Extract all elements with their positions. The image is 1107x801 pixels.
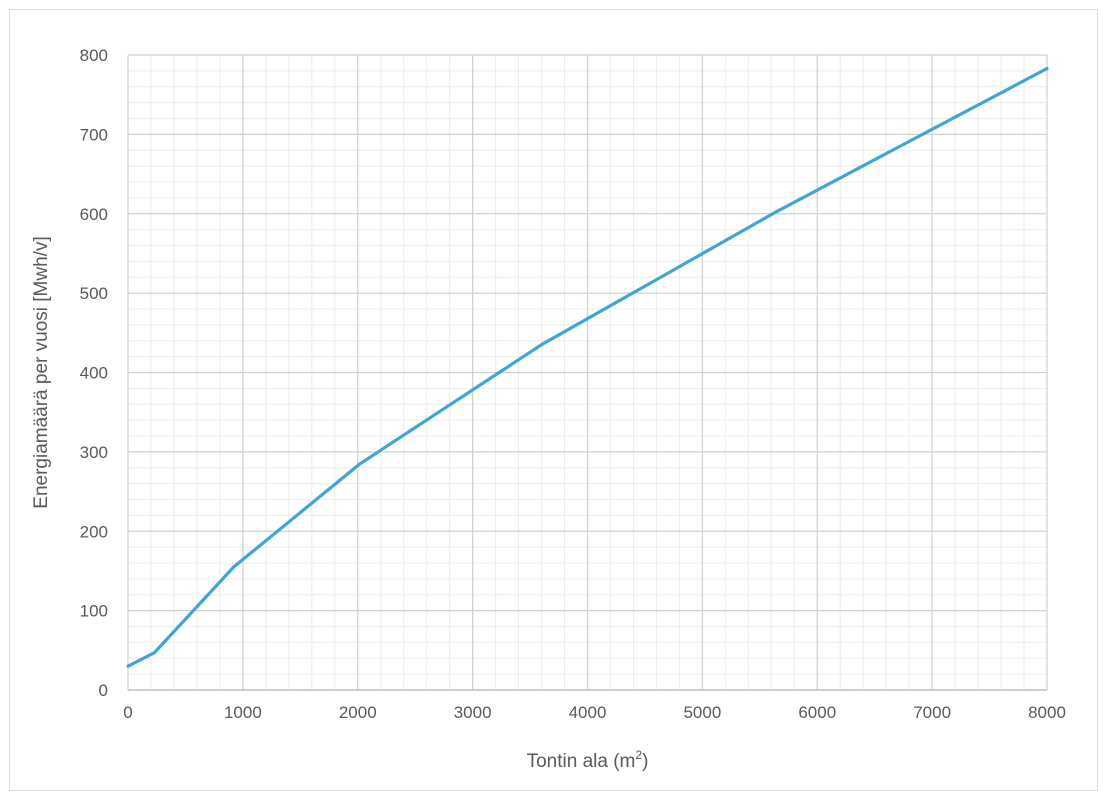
x-tick-label: 4000 [569,703,607,722]
y-axis-title: Energiamäärä per vuosi [Mwh/v] [31,236,52,508]
x-tick-label: 6000 [798,703,836,722]
x-tick-labels: 0 1000 2000 3000 4000 5000 6000 7000 8000 [123,703,1066,722]
y-tick-label: 0 [99,681,108,700]
chart-frame: 0 1000 2000 3000 4000 5000 6000 7000 8000 0 100 20… [9,9,1098,791]
x-tick-label: 1000 [224,703,262,722]
series-layer [126,66,1049,668]
x-tick-label: 5000 [683,703,721,722]
x-tick-label: 0 [123,703,132,722]
y-tick-label: 600 [80,205,108,224]
x-axis-title: Tontin ala (m2) [527,748,649,772]
y-tick-labels: 0 100 200 300 400 500 600 700 800 [80,46,108,700]
x-tick-label: 3000 [454,703,492,722]
y-tick-label: 800 [80,46,108,65]
x-axis-title-superscript: 2 [635,748,642,762]
y-tick-label: 500 [80,284,108,303]
x-tick-label: 2000 [339,703,377,722]
major-gridlines [127,54,1048,691]
y-tick-label: 400 [80,364,108,383]
line-chart: 0 1000 2000 3000 4000 5000 6000 7000 8000 010020… [31,46,1066,772]
y-tick-label: 200 [80,522,108,541]
y-tick-label: 100 [80,602,108,621]
series-line [126,66,1049,668]
x-tick-label: 8000 [1028,703,1066,722]
y-tick-label: 300 [80,443,108,462]
y-tick-label: 700 [80,125,108,144]
x-tick-label: 7000 [913,703,951,722]
